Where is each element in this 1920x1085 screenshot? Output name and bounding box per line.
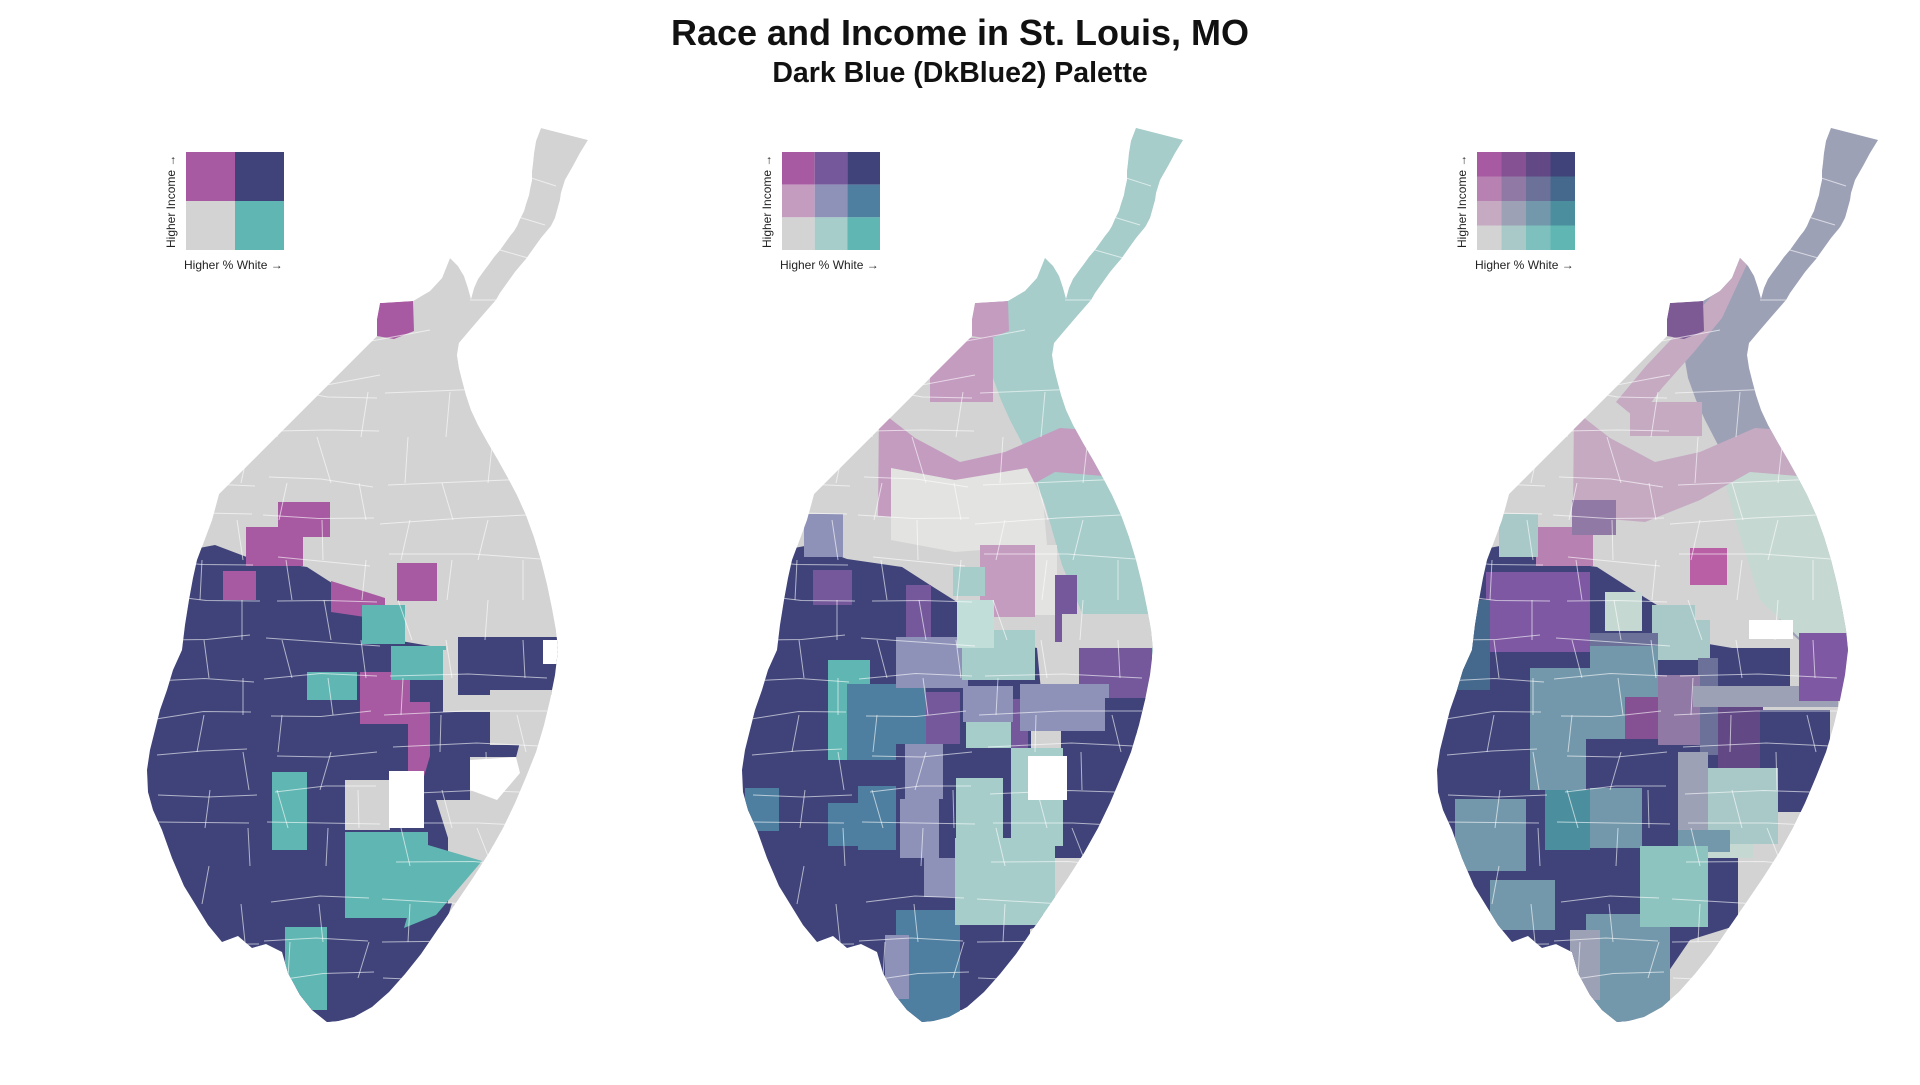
svg-text:Higher Income →: Higher Income → [760,155,774,248]
svg-text:Higher % White →: Higher % White → [1475,258,1574,272]
svg-text:Dark Blue (DkBlue2) Palette: Dark Blue (DkBlue2) Palette [772,57,1147,89]
svg-text:Higher % White →: Higher % White → [780,258,879,272]
svg-text:Higher Income →: Higher Income → [1455,155,1469,248]
svg-text:Higher Income →: Higher Income → [164,155,178,248]
svg-text:Race and Income in St. Louis,: Race and Income in St. Louis, MO [671,12,1249,53]
svg-text:Higher % White →: Higher % White → [184,258,283,272]
